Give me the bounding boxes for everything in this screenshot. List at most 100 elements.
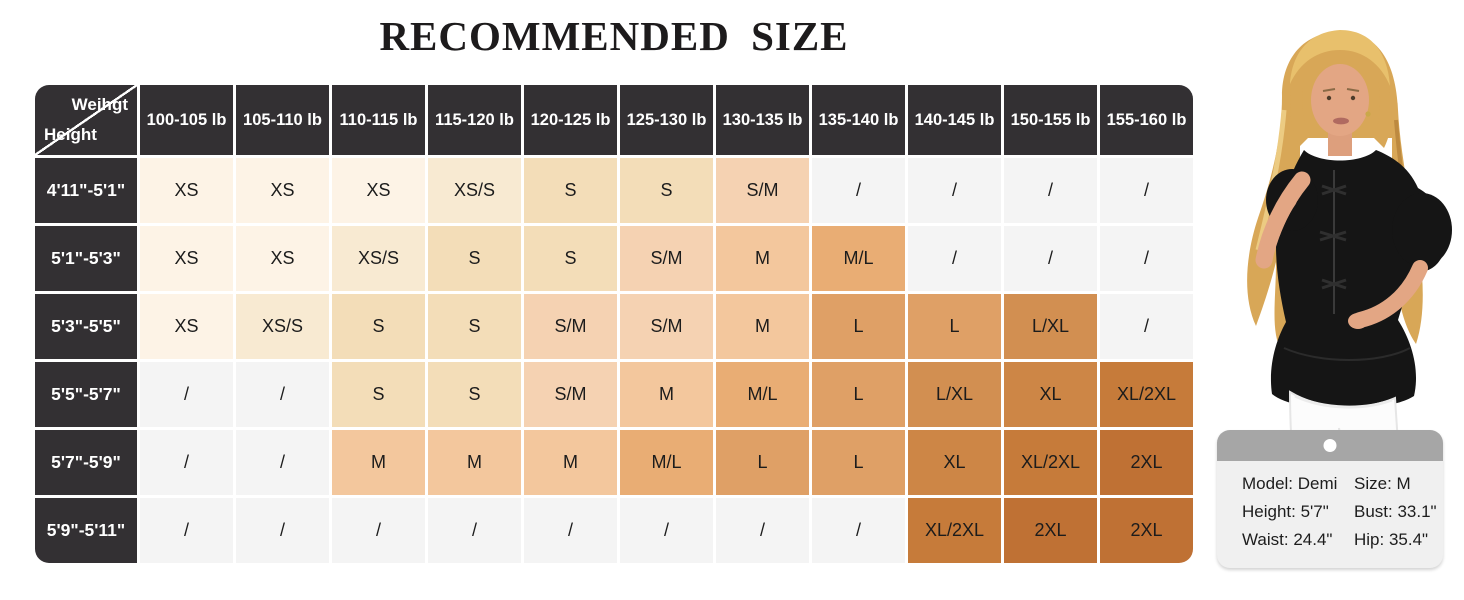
table-row: 4'11"-5'1" XS XS XS XS/S S S S/M / / / / [35,158,1193,223]
right-eye [1350,95,1356,101]
model-spec: Model: Demi [1242,474,1338,493]
height-row-header: 5'7"-5'9" [35,430,137,495]
size-table: Weihgt Height 100-105 lb 105-110 lb 110-11… [32,82,1196,566]
size-cell: XL/2XL [908,498,1001,563]
weight-column-header: 155-160 lb [1100,85,1193,155]
size-cell: S/M [620,226,713,291]
size-cell-empty: / [236,498,329,563]
size-cell: S/M [524,294,617,359]
hair-front [1290,30,1390,86]
size-cell: S/M [524,362,617,427]
size-cell: XS [140,158,233,223]
weight-column-header: 100-105 lb [140,85,233,155]
size-cell-empty: / [1100,158,1193,223]
size-cell-empty: / [236,430,329,495]
model-illustration [1247,30,1452,565]
size-cell-empty: / [620,498,713,563]
tag-hole-icon [1323,439,1337,452]
weight-column-header: 115-120 lb [428,85,521,155]
size-cell: XS [332,158,425,223]
size-cell: M [620,362,713,427]
size-cell: S/M [716,158,809,223]
size-cell: 2XL [1100,498,1193,563]
size-cell: 2XL [1100,430,1193,495]
model-spec: Hip: 35.4" [1354,530,1429,549]
corner-weight-label: Weihgt [71,95,128,114]
weight-column-header: 110-115 lb [332,85,425,155]
size-cell-empty: / [908,158,1001,223]
size-cell: M/L [812,226,905,291]
left-hand [1283,188,1299,204]
weight-column-header: 130-135 lb [716,85,809,155]
left-eye [1326,95,1332,101]
size-cell-empty: / [1100,226,1193,291]
table-row: 5'1"-5'3" XS XS XS/S S S S/M M M/L / / / [35,226,1193,291]
corner-cell: Weihgt Height [35,85,137,155]
size-cell-empty: / [1004,226,1097,291]
table-row: 5'5"-5'7" / / S S S/M M M/L L L/XL XL XL/2XL [35,362,1193,427]
size-cell: L [908,294,1001,359]
height-row-header: 5'9"-5'11" [35,498,137,563]
size-cell-empty: / [140,430,233,495]
size-cell: S [332,362,425,427]
size-cell-empty: / [812,498,905,563]
size-cell: XS/S [428,158,521,223]
corner-height-label: Height [44,125,97,144]
size-cell: L/XL [908,362,1001,427]
size-cell: S [428,362,521,427]
size-cell: M/L [620,430,713,495]
size-cell-empty: / [716,498,809,563]
size-cell-empty: / [236,362,329,427]
peplum-seam [1283,347,1411,361]
size-cell-empty: / [428,498,521,563]
lips [1333,117,1349,125]
page-title: RECOMMENDED SIZE [379,13,849,59]
size-cell: S/M [620,294,713,359]
size-cell: S [428,226,521,291]
size-cell: XL [1004,362,1097,427]
card-top-band [1217,430,1443,461]
size-cell: M/L [716,362,809,427]
model-spec: Size: M [1354,474,1411,493]
model-spec-row: Model: Demi Size: M [1242,474,1443,494]
model-photo [1200,18,1464,578]
table-header-row: Weihgt Height 100-105 lb 105-110 lb 110-11… [35,85,1193,155]
table-row: 5'7"-5'9" / / M M M M/L L L XL XL/2XL 2XL [35,430,1193,495]
hair-side-left [1290,80,1310,146]
size-cell: M [332,430,425,495]
size-cell-empty: / [332,498,425,563]
right-forearm [1352,260,1428,328]
size-cell-empty: / [812,158,905,223]
weight-column-header: 135-140 lb [812,85,905,155]
earring [1365,111,1371,117]
tie-bows [1319,184,1347,290]
size-cell: M [428,430,521,495]
size-cell: M [716,294,809,359]
size-cell-empty: / [1100,294,1193,359]
weight-column-header: 150-155 lb [1004,85,1097,155]
size-cell: S [524,158,617,223]
size-cell: XL/2XL [1004,430,1097,495]
height-row-header: 5'5"-5'7" [35,362,137,427]
size-cell: S [524,226,617,291]
size-cell: XS/S [332,226,425,291]
puff-sleeve-right [1392,193,1452,267]
size-cell-empty: / [140,362,233,427]
weight-column-header: 105-110 lb [236,85,329,155]
table-row: 5'3"-5'5" XS XS/S S S S/M S/M M L L L/XL / [35,294,1193,359]
size-cell: L/XL [1004,294,1097,359]
face [1311,64,1369,136]
size-cell: XS [140,226,233,291]
brows [1322,88,1360,92]
size-cell: XS/S [236,294,329,359]
size-cell: XS [236,158,329,223]
hair-side-right [1374,82,1392,148]
model-info-card: Model: Demi Size: M Height: 5'7" Bust: 33.1… [1217,430,1443,568]
weight-column-header: 120-125 lb [524,85,617,155]
height-row-header: 5'3"-5'5" [35,294,137,359]
size-cell-empty: / [140,498,233,563]
size-cell: XS [236,226,329,291]
size-cell: S [332,294,425,359]
size-cell: XS [140,294,233,359]
